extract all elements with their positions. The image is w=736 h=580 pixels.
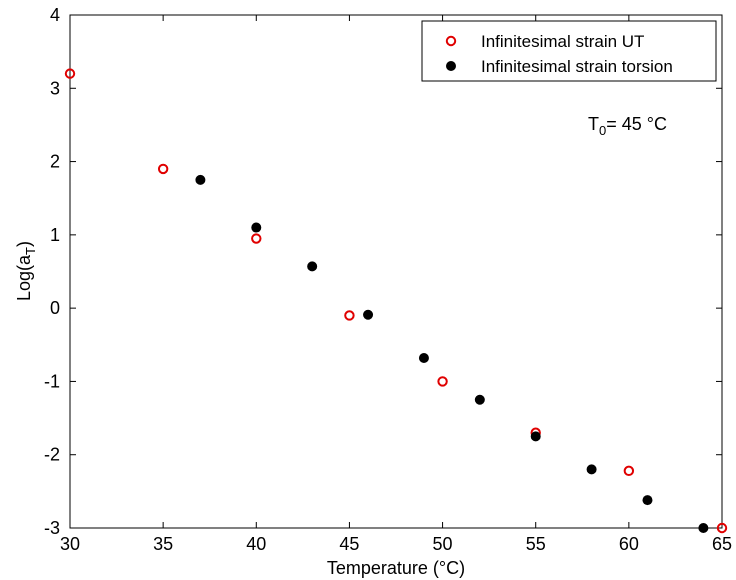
legend-label-ut: Infinitesimal strain UT bbox=[481, 32, 644, 51]
x-tick-label: 50 bbox=[433, 534, 453, 554]
data-point-torsion bbox=[642, 495, 653, 506]
legend-marker-ut bbox=[445, 35, 457, 47]
reference-temperature-annotation: T0= 45 °C bbox=[588, 114, 667, 138]
x-tick-label: 55 bbox=[526, 534, 546, 554]
data-point-torsion bbox=[530, 431, 541, 442]
data-point-ut bbox=[251, 233, 262, 244]
y-axis-title-close: ) bbox=[14, 241, 34, 247]
data-point-torsion bbox=[474, 394, 485, 405]
data-point-ut bbox=[64, 68, 76, 79]
data-point-torsion bbox=[418, 352, 429, 363]
data-point-ut bbox=[623, 465, 635, 477]
x-tick-label: 35 bbox=[153, 534, 173, 554]
data-point-torsion bbox=[698, 523, 709, 533]
data-point-torsion bbox=[195, 174, 206, 185]
data-point-ut bbox=[716, 522, 728, 534]
data-point-ut bbox=[344, 310, 355, 321]
x-tick-label: 65 bbox=[712, 534, 732, 554]
data-point-torsion bbox=[363, 309, 374, 320]
legend-marker-torsion bbox=[446, 61, 456, 71]
x-axis-title: Temperature (°C) bbox=[327, 558, 465, 578]
marks-layer bbox=[64, 68, 728, 534]
y-tick-label: 3 bbox=[50, 78, 60, 98]
y-axis-title: Log(aT) bbox=[14, 241, 38, 301]
ticks-layer: 30 35 40 45 50 55 60 65 -3 -2 -1 0 1 2 3 4 bbox=[44, 5, 732, 554]
x-tick-label: 40 bbox=[246, 534, 266, 554]
legend-label-torsion: Infinitesimal strain torsion bbox=[481, 57, 673, 76]
y-tick-label: 1 bbox=[50, 225, 60, 245]
data-point-torsion bbox=[251, 222, 262, 233]
y-tick-label: 2 bbox=[50, 152, 60, 172]
y-tick-label: -2 bbox=[44, 445, 60, 465]
data-point-torsion bbox=[586, 464, 597, 475]
x-tick-label: 60 bbox=[619, 534, 639, 554]
data-point-ut bbox=[437, 376, 448, 387]
y-axis-title-sub: T bbox=[23, 247, 38, 255]
y-tick-label: 0 bbox=[50, 298, 60, 318]
legend: Infinitesimal strain UT Infinitesimal st… bbox=[421, 20, 717, 82]
y-tick-label: -1 bbox=[44, 371, 60, 391]
y-tick-label: 4 bbox=[50, 5, 60, 25]
y-axis-title-main: Log(a bbox=[14, 254, 34, 301]
annotation-main: T bbox=[588, 114, 599, 134]
data-point-torsion bbox=[307, 261, 318, 272]
annotation-rest: = 45 °C bbox=[606, 114, 667, 134]
data-point-ut bbox=[157, 163, 169, 175]
x-tick-label: 45 bbox=[339, 534, 359, 554]
x-tick-label: 30 bbox=[60, 534, 80, 554]
plot-area bbox=[69, 14, 723, 529]
y-tick-label: -3 bbox=[44, 518, 60, 538]
annotation-sub: 0 bbox=[599, 123, 606, 138]
legend-box bbox=[421, 20, 717, 82]
